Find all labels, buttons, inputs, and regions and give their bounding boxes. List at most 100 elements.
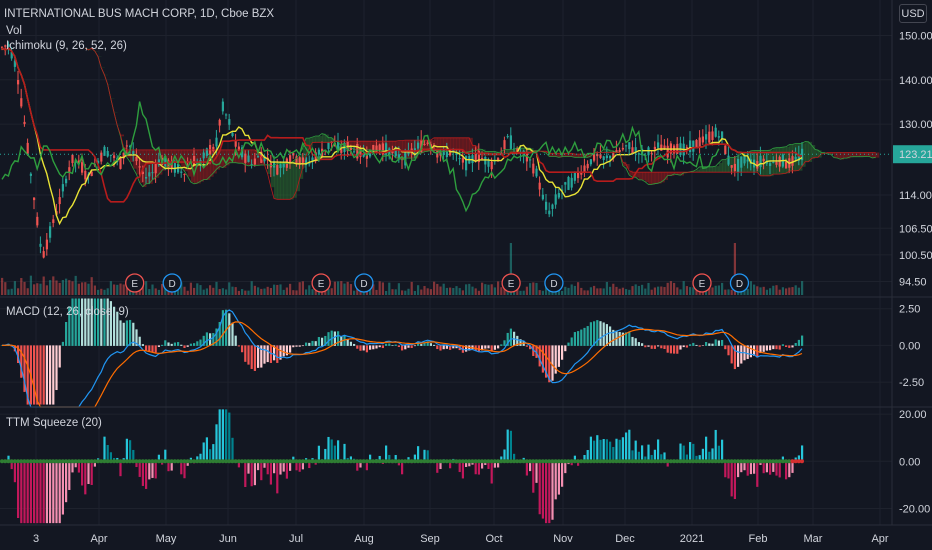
macd-histogram-bar (609, 326, 612, 346)
cloud-segment (229, 149, 233, 164)
momentum-bar (183, 461, 186, 479)
volume-bar (708, 284, 711, 295)
momentum-bar (55, 461, 58, 524)
volume-bar (532, 282, 535, 295)
momentum-bar (215, 424, 218, 462)
cloud-segment (606, 148, 611, 153)
volume-bar (801, 281, 804, 295)
cloud-segment (286, 163, 291, 200)
candle-body (391, 151, 394, 154)
squeeze-dot (425, 459, 430, 464)
cloud-segment (664, 172, 668, 180)
candle-body (180, 171, 183, 173)
macd-histogram-bar (324, 335, 327, 346)
candle-body (4, 45, 7, 47)
momentum-bar (77, 461, 80, 473)
cloud-segment (283, 163, 288, 200)
macd-tick-label: 2.50 (899, 304, 920, 316)
volume-bar (452, 287, 455, 295)
squeeze-dot (124, 459, 129, 464)
cloud-segment (766, 150, 771, 177)
macd-histogram-bar (401, 345, 404, 351)
momentum-bar (682, 445, 685, 462)
momentum-bar (461, 461, 464, 479)
macd-histogram-bar (23, 345, 26, 392)
price-axis[interactable]: 150.00 140.00 130.00 114.00 106.50 100.50 94.5… (893, 30, 932, 515)
time-tick-label: Feb (749, 533, 768, 545)
macd-histogram-bar (279, 345, 282, 360)
momentum-bar (365, 461, 368, 471)
macd-legend[interactable]: MACD (12, 26, close, 9) (6, 306, 129, 318)
macd-histogram-bar (125, 320, 128, 346)
volume-bar (266, 286, 269, 295)
macd-histogram-bar (362, 345, 365, 351)
cloud-segment (315, 135, 320, 143)
momentum-bar (663, 452, 666, 462)
volume-bar (509, 243, 512, 295)
squeeze-dot (768, 459, 772, 464)
cloud-segment (699, 166, 704, 173)
macd-histogram-bar (423, 342, 426, 346)
cloud-segment (382, 141, 387, 152)
momentum-bar (513, 453, 516, 462)
macd-histogram-bar (45, 345, 48, 405)
volume-bar (353, 290, 356, 295)
volume-bar (765, 289, 768, 295)
candle-body (759, 155, 762, 168)
squeeze-dot (572, 459, 577, 464)
macd-histogram-bar (221, 310, 224, 346)
candle-body (423, 143, 426, 145)
macd-tick-label: -2.50 (899, 377, 924, 389)
macd-histogram-bar (794, 342, 797, 346)
cloud-segment (219, 149, 224, 167)
ichimoku-legend[interactable]: Ichimoku (9, 26, 52, 26) (6, 40, 127, 52)
cloud-segment (504, 149, 508, 154)
squeeze-dot (393, 459, 398, 464)
cloud-segment (590, 154, 595, 157)
volume-bar (180, 282, 183, 295)
ttm-tick-label: 0.00 (899, 456, 920, 468)
cloud-segment (389, 141, 393, 155)
candle-body (596, 154, 599, 157)
candle-body (372, 144, 375, 153)
volume-bar (186, 290, 189, 295)
squeeze-dot (518, 459, 523, 464)
dividend-marker (162, 273, 182, 293)
candle-body (97, 160, 100, 164)
momentum-bar (84, 461, 87, 495)
candle-body (721, 131, 724, 139)
volume-legend[interactable]: Vol (6, 25, 22, 37)
macd-histogram-bar (484, 345, 487, 349)
time-axis[interactable]: 3 Apr May Jun Jul Aug Sep Oct Nov Dec 2021 Feb Mar Ap… (33, 533, 889, 545)
candle-body (705, 134, 708, 140)
volume-bar (689, 287, 692, 295)
momentum-bar (394, 455, 397, 462)
price-tick-label: 150.00 (899, 30, 932, 42)
ttm-squeeze-legend[interactable]: TTM Squeeze (20) (6, 417, 102, 429)
macd-histogram-bar (682, 345, 685, 348)
macd-histogram-bar (308, 342, 311, 346)
candle-body (650, 152, 653, 154)
macd-histogram-bar (186, 345, 189, 347)
volume-bar (481, 282, 484, 295)
currency-button[interactable]: USD (899, 4, 927, 23)
momentum-bar (717, 445, 720, 462)
cloud-segment (818, 150, 822, 158)
squeeze-dot (736, 459, 740, 464)
cloud-segment (174, 149, 179, 162)
macd-histogram-bar (231, 322, 234, 346)
macd-histogram-bar (564, 345, 567, 352)
macd-histogram-bar (81, 298, 84, 346)
squeeze-dot (496, 459, 500, 464)
macd-histogram-bar (650, 345, 653, 349)
momentum-bar (49, 461, 52, 524)
momentum-bar (554, 461, 557, 500)
volume-bar (717, 285, 720, 295)
squeeze-dot (604, 459, 609, 464)
squeeze-dot (704, 459, 708, 464)
candle-body (132, 151, 135, 155)
volume-bar (577, 282, 580, 295)
symbol-title[interactable]: INTERNATIONAL BUS MACH CORP, 1D, Cboe BZ… (4, 8, 275, 20)
